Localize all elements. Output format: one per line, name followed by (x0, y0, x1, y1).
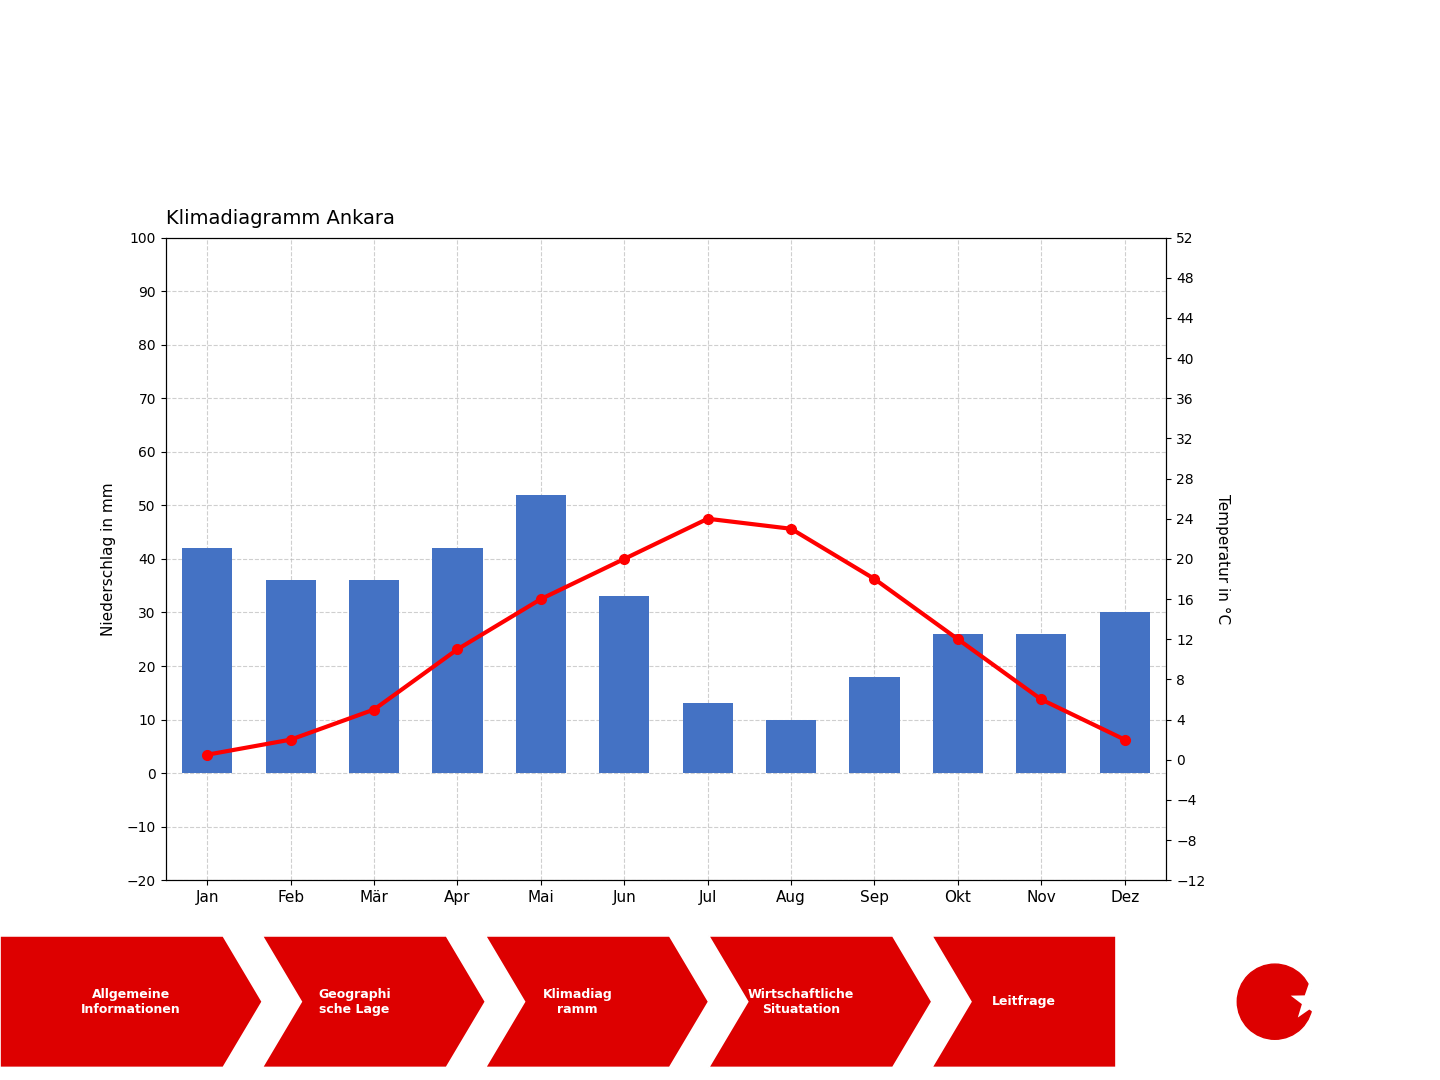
Circle shape (1237, 964, 1312, 1039)
Bar (1017, 634, 1066, 773)
Text: Leitfrage: Leitfrage (992, 995, 1056, 1009)
Polygon shape (0, 936, 262, 1067)
Polygon shape (1290, 982, 1328, 1017)
Y-axis label: Niederschlag in mm: Niederschlag in mm (101, 482, 115, 636)
Bar (766, 719, 816, 773)
Polygon shape (932, 936, 1116, 1067)
Bar (1100, 612, 1149, 773)
Y-axis label: Temperatur in °C: Temperatur in °C (1215, 494, 1230, 624)
Text: Wirtschaftliche
Situatation: Wirtschaftliche Situatation (747, 988, 854, 1015)
Polygon shape (262, 936, 485, 1067)
Bar (516, 495, 566, 773)
Bar (933, 634, 984, 773)
Bar (183, 549, 232, 773)
Circle shape (1212, 955, 1306, 1049)
Polygon shape (485, 936, 708, 1067)
Bar (850, 677, 900, 773)
Bar (683, 703, 733, 773)
Text: Allgemeine
Informationen: Allgemeine Informationen (81, 988, 181, 1015)
Text: Geographi
sche Lage: Geographi sche Lage (318, 988, 390, 1015)
Bar (599, 596, 649, 773)
Bar (432, 549, 482, 773)
Text: Klimadiagramm Ankara: Klimadiagramm Ankara (166, 208, 395, 228)
Bar (348, 580, 399, 773)
Polygon shape (708, 936, 932, 1067)
Bar (265, 580, 315, 773)
Text: Klimadiag
ramm: Klimadiag ramm (543, 988, 612, 1015)
Text: KLIMADIAGRAMM: KLIMADIAGRAMM (363, 58, 1077, 127)
